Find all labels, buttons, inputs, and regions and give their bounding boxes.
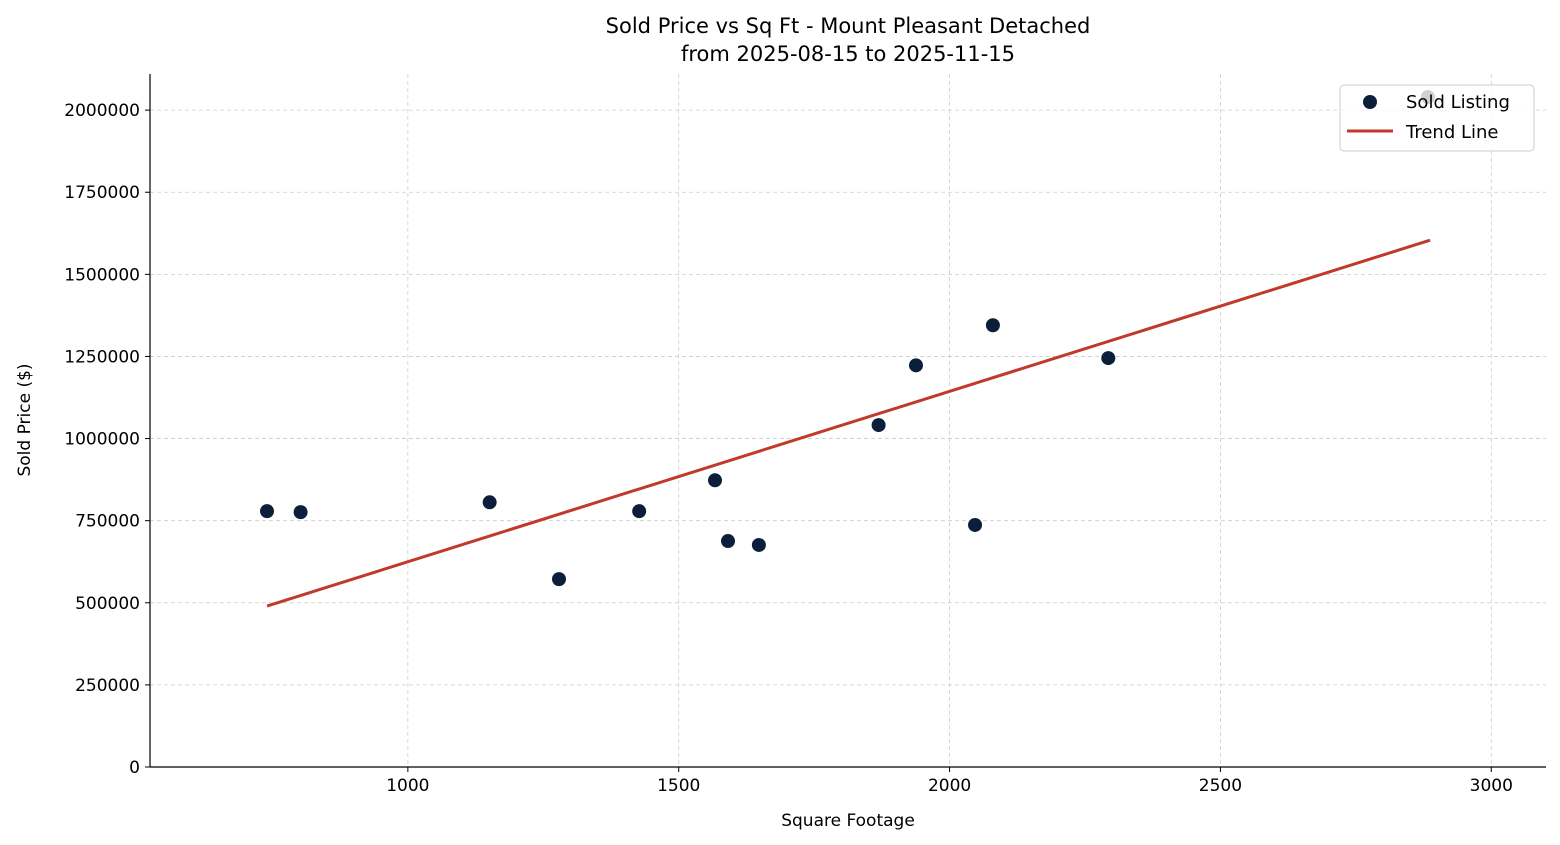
data-point [871,418,886,433]
data-point [985,318,1000,333]
data-point [721,534,736,549]
legend: Sold Listing Trend Line [1339,84,1535,152]
data-point [482,495,497,510]
data-point [751,537,766,552]
y-tick-label: 0 [129,758,140,778]
y-tick-label: 750000 [75,512,140,532]
x-axis-label: Square Footage [781,811,915,831]
y-tick-label: 1000000 [64,430,140,450]
x-tick-label: 2000 [928,776,971,796]
y-axis-label: Sold Price ($) [15,363,35,476]
x-tick-label: 2500 [1199,776,1242,796]
y-tick-label: 1250000 [64,347,140,367]
chart-subtitle: from 2025-08-15 to 2025-11-15 [681,42,1015,66]
legend-label-sold-listing: Sold Listing [1406,92,1510,113]
data-point [260,504,275,519]
y-tick-label: 1750000 [64,183,140,203]
ticks: 1000 1500 2000 2500 3000 0 250000 500000 750000 1… [64,101,1513,796]
legend-marker-sold-listing [1363,95,1377,109]
y-tick-label: 250000 [75,676,140,696]
data-point [632,504,647,519]
data-point [293,505,308,520]
x-tick-label: 1000 [386,776,429,796]
legend-label-trend-line: Trend Line [1405,122,1499,143]
y-tick-label: 2000000 [64,101,140,121]
data-point [1101,351,1116,366]
x-tick-label: 1500 [657,776,700,796]
marks [260,89,1435,608]
legend-box [1339,84,1535,152]
data-point [708,473,723,488]
y-tick-label: 1500000 [64,265,140,285]
grid [150,74,1546,767]
chart-title: Sold Price vs Sq Ft - Mount Pleasant Det… [606,14,1091,38]
x-tick-label: 3000 [1470,776,1513,796]
trend-line [266,238,1431,608]
data-point [551,572,566,587]
data-point [908,358,923,373]
y-tick-label: 500000 [75,594,140,614]
data-point [968,517,983,532]
